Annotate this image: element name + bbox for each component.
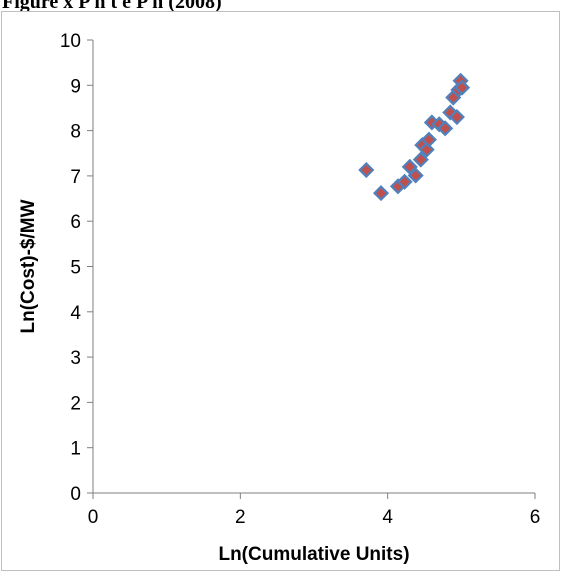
- y-tick-label: 2: [70, 393, 81, 414]
- tick-group: 0 1 2 3 4 5 6 7 8 9 10 0 2 4 6: [60, 31, 540, 528]
- y-tick-label: 3: [70, 348, 81, 369]
- x-tick-label: 0: [88, 507, 99, 528]
- data-point: [454, 79, 471, 96]
- y-tick-label: 10: [60, 31, 81, 52]
- y-tick-label: 9: [70, 76, 81, 97]
- y-tick-label: 7: [70, 167, 81, 188]
- data-point: [448, 108, 465, 126]
- y-tick-label: 6: [70, 212, 81, 233]
- data-point: [412, 151, 429, 168]
- x-tick-label: 4: [382, 507, 393, 528]
- data-point: [407, 167, 424, 184]
- y-tick-label: 5: [70, 258, 81, 279]
- y-tick-label: 8: [70, 122, 81, 143]
- figure-title: Figure x P h t e P h (2008): [2, 0, 222, 13]
- x-tick-label: 6: [530, 507, 541, 528]
- x-axis-title: Ln(Cumulative Units): [218, 544, 409, 565]
- y-tick-label: 1: [70, 439, 81, 460]
- y-axis-title: Ln(Cost)-$/MW: [18, 199, 39, 333]
- data-point: [396, 173, 413, 190]
- data-point: [420, 131, 437, 148]
- y-tick-label: 4: [70, 303, 81, 324]
- data-point: [358, 161, 375, 179]
- axes: [92, 40, 535, 494]
- y-tick-label: 0: [70, 484, 81, 505]
- data-point: [372, 185, 390, 202]
- chart-area: 0 1 2 3 4 5 6 7 8 9 10 0 2 4 6 Ln(Cumulative Units) Ln…: [1, 11, 560, 571]
- data-point: [437, 120, 454, 137]
- x-tick-label: 2: [235, 507, 246, 528]
- scatter-chart: 0 1 2 3 4 5 6 7 8 9 10 0 2 4 6 Ln(Cumulative Units) Ln…: [18, 31, 540, 565]
- data-points: [358, 72, 471, 202]
